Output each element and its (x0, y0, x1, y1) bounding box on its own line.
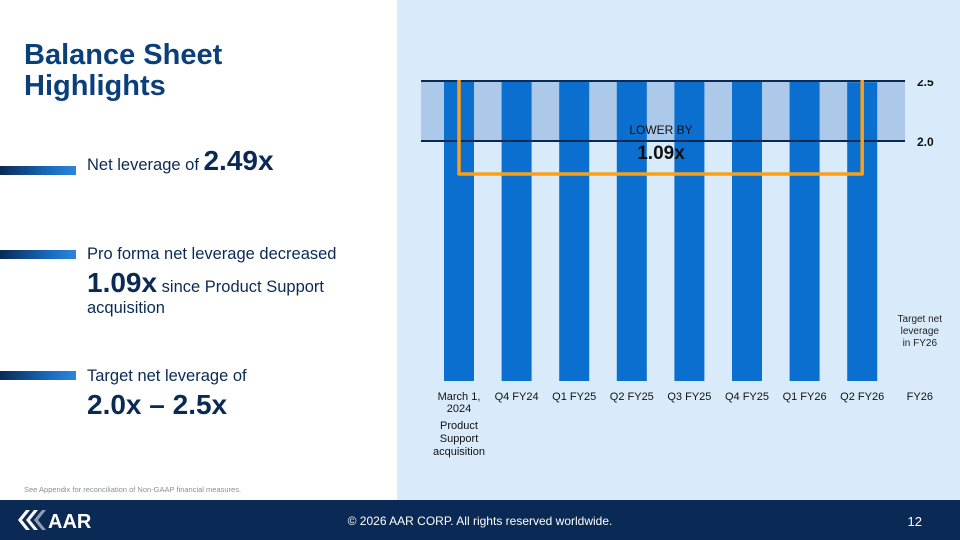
bullet-line-1: Pro forma net leverage decreased (87, 245, 337, 263)
bullet-bar (0, 250, 76, 259)
slide-title: Balance Sheet Highlights (24, 40, 222, 102)
bar-q4-fy25 (732, 80, 762, 381)
footnote: See Appendix for reconciliation of Non-G… (24, 485, 242, 494)
band-caption-line-2: leverage (901, 326, 940, 337)
bullet-suffix: since Product Support (157, 278, 325, 296)
bullet-bar (0, 371, 76, 380)
category-label: FY26 (907, 391, 933, 403)
category-label-line-2: 2024 (447, 403, 471, 415)
footer: AAR © 2026 AAR CORP. All rights reserved… (0, 500, 960, 540)
aar-logo-text: AAR (48, 511, 92, 533)
category-label: Q4 FY25 (725, 391, 769, 403)
bullet-value: 2.0x – 2.5x (87, 389, 228, 420)
band-caption-line-3: in FY26 (903, 338, 938, 349)
category-label: Q2 FY25 (610, 391, 654, 403)
bullet-value: 2.49x (203, 145, 274, 176)
copyright: © 2026 AAR CORP. All rights reserved wor… (347, 514, 613, 528)
slide-title-line-2: Highlights (24, 70, 166, 102)
bullet-text: Pro forma net leverage decreased 1.09x s… (87, 243, 387, 319)
aar-logo: AAR (18, 510, 92, 533)
annotation-value: 1.09x (637, 143, 685, 164)
slide-title-line-1: Balance Sheet (24, 39, 223, 71)
category-label: Q4 FY24 (495, 391, 539, 403)
band-high-label: 2.5 (917, 80, 934, 89)
bullet-line-1: Target net leverage of (87, 367, 247, 385)
bar-q4-fy24 (501, 80, 532, 381)
category-note-line-2: Support (440, 433, 479, 445)
annotation-label: LOWER BY (629, 123, 692, 137)
bar-q3-fy25 (674, 80, 705, 382)
category-label-line-1: March 1, (438, 391, 481, 403)
aar-logo-icon (18, 510, 46, 530)
bullet-text: Net leverage of 2.49x (87, 147, 387, 176)
band-low-label: 2.0 (917, 135, 934, 149)
bullet-bar (0, 166, 76, 175)
bullet-value: 1.09x (87, 267, 158, 298)
category-label: Q1 FY25 (552, 391, 596, 403)
category-note-line-3: acquisition (433, 446, 485, 458)
bullet-prefix: Net leverage of (87, 156, 204, 174)
bar-q1-fy26 (789, 80, 820, 381)
category-label: Q3 FY25 (667, 391, 711, 403)
net-leverage-chart: Net Leverage3.583.303.313.173.062.722.82… (421, 80, 943, 458)
bar-q1-fy25 (559, 80, 590, 382)
band-caption-line-1: Target net (898, 314, 943, 325)
lower-by-arrow-line (457, 80, 864, 176)
category-note-line-1: Product (440, 420, 478, 432)
page-number: 12 (907, 514, 922, 529)
left-panel: Balance Sheet Highlights Net leverage of… (0, 0, 397, 500)
bar-q2-fy25 (616, 80, 647, 381)
bullet-text: Target net leverage of 2.0x – 2.5x (87, 365, 387, 423)
category-label: Q2 FY26 (840, 391, 884, 403)
category-label: Q1 FY26 (783, 391, 827, 403)
bullet-line-3: acquisition (87, 299, 165, 317)
